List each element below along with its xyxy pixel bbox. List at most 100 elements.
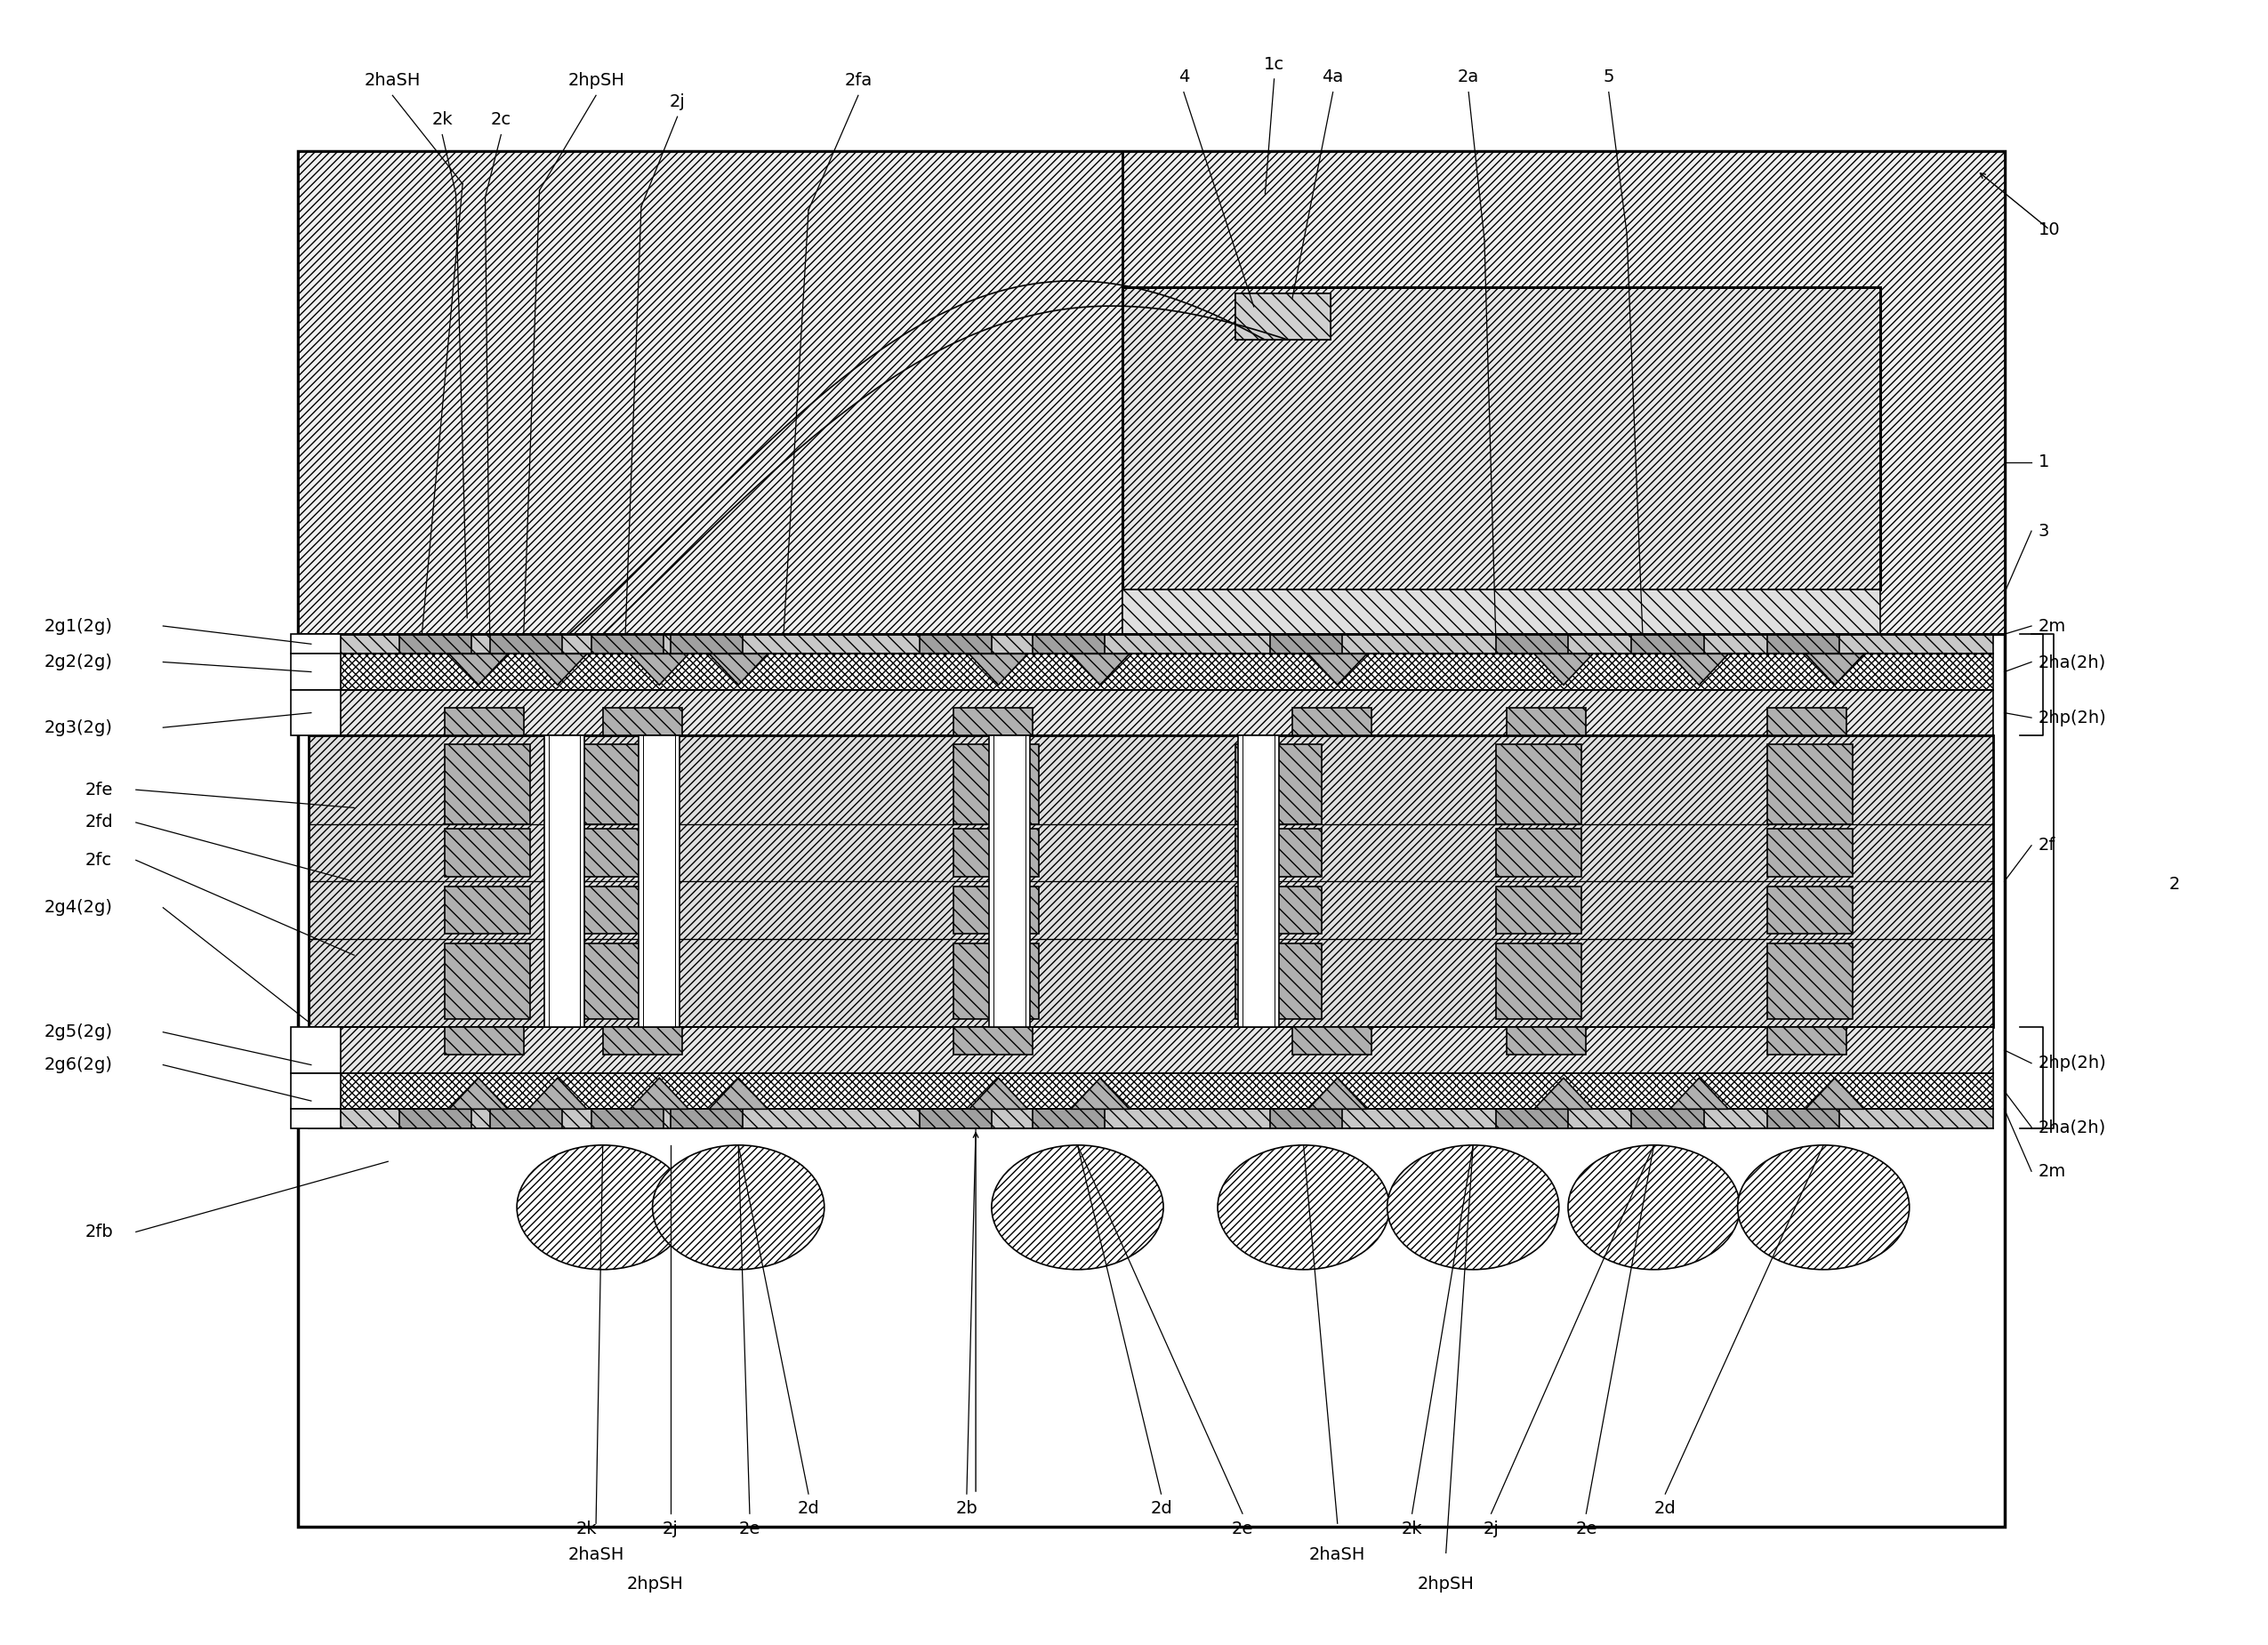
Bar	[603, 709, 683, 735]
Text: 5: 5	[1603, 69, 1615, 86]
Text: 2d: 2d	[798, 1500, 819, 1517]
Text: 2fd: 2fd	[86, 814, 113, 831]
Text: 2j: 2j	[1483, 1520, 1499, 1536]
Bar	[953, 829, 1039, 877]
Bar	[1767, 1109, 1839, 1128]
Bar	[297, 151, 1123, 635]
Bar	[445, 1026, 524, 1054]
Bar	[445, 944, 531, 1018]
Bar	[1236, 829, 1322, 877]
Bar	[308, 689, 1994, 735]
Bar	[953, 1026, 1032, 1054]
Text: 2ha(2h): 2ha(2h)	[2039, 1119, 2107, 1135]
Bar	[581, 744, 667, 824]
Text: 1c: 1c	[1263, 56, 1284, 72]
Bar	[290, 1026, 340, 1073]
Polygon shape	[449, 653, 508, 684]
Text: 2hpSH: 2hpSH	[626, 1576, 683, 1592]
Polygon shape	[1070, 653, 1129, 684]
Text: 2hpSH: 2hpSH	[567, 72, 624, 89]
Bar	[1631, 635, 1703, 653]
Text: 2g6(2g): 2g6(2g)	[45, 1056, 113, 1073]
Bar	[544, 735, 585, 1026]
Bar	[445, 744, 531, 824]
Text: 2hp(2h): 2hp(2h)	[2039, 709, 2107, 725]
Bar	[1236, 293, 1331, 339]
Bar	[1123, 591, 1880, 635]
Bar	[1293, 1026, 1372, 1054]
Bar	[953, 709, 1032, 735]
Bar	[297, 151, 2005, 635]
Bar	[445, 829, 531, 877]
Text: 2ha(2h): 2ha(2h)	[2039, 653, 2107, 671]
Text: 2j: 2j	[669, 94, 685, 110]
Polygon shape	[449, 1077, 508, 1109]
Bar	[308, 1109, 1994, 1128]
Text: 2haSH: 2haSH	[1309, 1546, 1365, 1563]
Text: 2f: 2f	[2039, 837, 2055, 854]
Bar	[297, 151, 1123, 635]
Text: 2e: 2e	[1232, 1520, 1254, 1536]
Bar	[290, 635, 340, 653]
Bar	[1123, 286, 1880, 591]
Bar	[1236, 744, 1322, 824]
Text: 2g5(2g): 2g5(2g)	[45, 1023, 113, 1041]
Bar	[1032, 1109, 1105, 1128]
Text: 1: 1	[2039, 454, 2050, 470]
Bar	[1767, 944, 1853, 1018]
Bar	[1238, 735, 1279, 1026]
Bar	[490, 635, 562, 653]
Bar	[592, 1109, 665, 1128]
Bar	[1236, 944, 1322, 1018]
Text: 2: 2	[2170, 877, 2180, 893]
Bar	[308, 1073, 1994, 1109]
Bar	[581, 829, 667, 877]
Text: 2haSH: 2haSH	[567, 1546, 624, 1563]
Bar	[1767, 635, 1839, 653]
Bar	[592, 635, 665, 653]
Text: 2k: 2k	[576, 1520, 596, 1536]
Text: 2j: 2j	[662, 1520, 678, 1536]
Text: 2g4(2g): 2g4(2g)	[45, 900, 113, 916]
Bar	[953, 887, 1039, 934]
Circle shape	[991, 1145, 1163, 1270]
Text: 2m: 2m	[2039, 617, 2066, 635]
Bar	[1495, 635, 1567, 653]
Polygon shape	[1533, 653, 1592, 684]
Bar	[308, 635, 1994, 653]
Text: 4: 4	[1179, 69, 1188, 86]
Bar	[290, 1109, 340, 1128]
Text: 2g2(2g): 2g2(2g)	[45, 653, 113, 671]
Text: 2fa: 2fa	[844, 72, 873, 89]
Circle shape	[1218, 1145, 1390, 1270]
Circle shape	[1737, 1145, 1910, 1270]
Text: 10: 10	[2039, 220, 2059, 239]
Text: 2k: 2k	[1402, 1520, 1422, 1536]
Bar	[1236, 887, 1322, 934]
Bar	[1506, 1026, 1585, 1054]
Bar	[581, 887, 667, 934]
Polygon shape	[528, 1077, 587, 1109]
Text: 2d: 2d	[1653, 1500, 1676, 1517]
Text: 4a: 4a	[1322, 69, 1343, 86]
Bar	[399, 635, 472, 653]
Polygon shape	[631, 1077, 689, 1109]
Bar	[1767, 887, 1853, 934]
Polygon shape	[968, 1077, 1027, 1109]
Bar	[1032, 635, 1105, 653]
Bar	[399, 1109, 472, 1128]
Bar	[445, 887, 531, 934]
Text: 2k: 2k	[431, 112, 454, 128]
Polygon shape	[1669, 653, 1728, 684]
Bar	[1270, 635, 1343, 653]
Text: 2g3(2g): 2g3(2g)	[45, 719, 113, 735]
Circle shape	[653, 1145, 823, 1270]
Polygon shape	[710, 653, 769, 684]
Polygon shape	[1805, 653, 1864, 684]
Bar	[297, 151, 2005, 1527]
Bar	[1506, 709, 1585, 735]
Text: 2fc: 2fc	[86, 852, 111, 869]
Bar	[1123, 286, 1880, 591]
Bar	[953, 744, 1039, 824]
Bar	[671, 1109, 744, 1128]
